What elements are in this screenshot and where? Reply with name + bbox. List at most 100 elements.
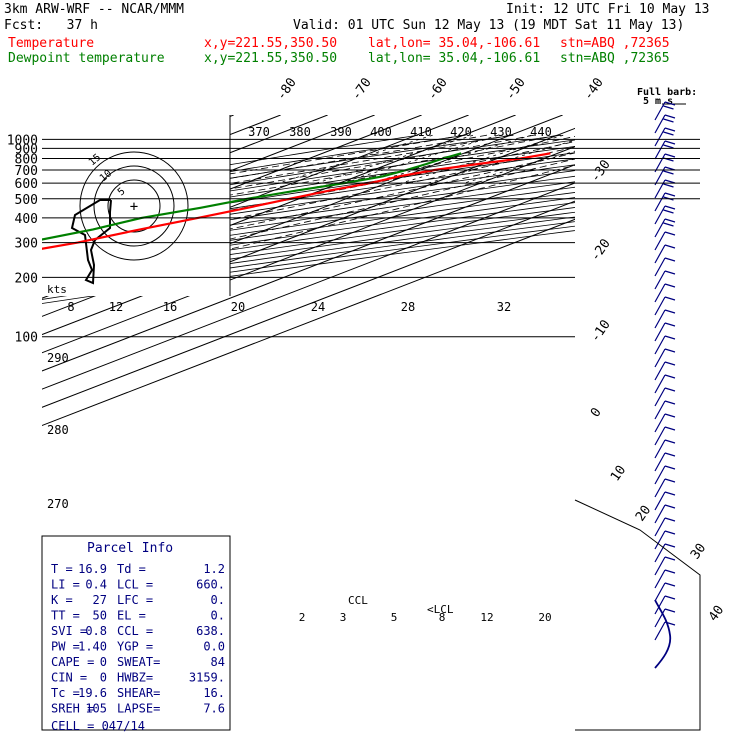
parcel-key-left: CIN = — [51, 671, 87, 685]
parcel-key-left: CAPE = — [51, 655, 94, 669]
full-barb-value: 5 m s — [643, 96, 673, 107]
dewpoint-xy: x,y=221.55,350.50 — [204, 51, 338, 66]
dry-adiabat — [42, 139, 575, 222]
dry-adiabat — [42, 230, 575, 304]
parcel-key-left: SREH = — [51, 702, 94, 716]
wind-barb — [654, 205, 676, 225]
valid-time: Valid: 01 UTC Sun 12 May 13 (19 MDT Sat … — [293, 18, 685, 33]
temperature-xy: x,y=221.55,350.50 — [204, 36, 338, 51]
wind-barb — [654, 530, 676, 550]
temperature-station: stn=ABQ ,72365 — [560, 36, 670, 51]
parcel-value-right: 660. — [196, 578, 225, 592]
dry-adiabat — [42, 175, 575, 255]
isotherm-label-top: -60 — [425, 75, 451, 103]
wind-barb-cluster — [654, 599, 672, 669]
hodograph-trace — [70, 199, 112, 285]
dry-adiabat — [42, 158, 575, 239]
pressure-label: 800 — [15, 153, 38, 168]
wind-barb — [654, 465, 676, 485]
wind-barb — [654, 270, 676, 290]
pressure-label: 100 — [15, 331, 38, 346]
wind-barb — [654, 556, 676, 576]
wind-speed-label: 32 — [497, 300, 511, 314]
parcel-key-right: CCL = — [117, 624, 153, 638]
theta-label: 400 — [370, 125, 392, 139]
wind-speed-label: 28 — [401, 300, 415, 314]
theta-label: 410 — [410, 125, 432, 139]
mixing-ratio-line — [463, 150, 575, 184]
isotherm-label-right: -30 — [588, 157, 614, 185]
dewpoint-station: stn=ABQ ,72365 — [560, 51, 670, 66]
temperature-legend: Temperature — [8, 36, 95, 51]
ccl-marker: CCL — [348, 594, 368, 607]
hodograph-ring-label: 5 — [116, 186, 128, 198]
wind-barb — [654, 400, 676, 420]
wind-barb — [654, 257, 676, 277]
parcel-key-right: LCL = — [117, 578, 153, 592]
isotherm-label-right: 0 — [588, 405, 605, 420]
parcel-value-left: 0 — [100, 655, 107, 669]
hodograph-ring — [107, 179, 161, 233]
wind-barb — [654, 101, 676, 121]
forecast-hour: Fcst: 37 h — [4, 18, 98, 33]
wind-barb — [654, 296, 676, 316]
wind-barb — [654, 140, 676, 160]
wind-barb — [654, 621, 676, 641]
wind-barb — [654, 231, 676, 251]
dewpoint-legend: Dewpoint temperature — [8, 51, 165, 66]
isotherm-label-right: 20 — [633, 503, 654, 524]
parcel-key-right: LAPSE= — [117, 702, 160, 716]
isotherm-label-top: -80 — [274, 75, 300, 103]
parcel-key-left: Tc = — [51, 686, 80, 700]
parcel-key-right: SWEAT= — [117, 655, 160, 669]
wind-barb — [654, 218, 676, 238]
theta-label-left: 290 — [47, 351, 69, 365]
wind-barb — [654, 309, 676, 329]
dry-adiabat — [42, 216, 575, 292]
init-time: Init: 12 UTC Fri 10 May 13 — [506, 2, 710, 17]
dry-adiabat — [42, 145, 575, 228]
dewpoint-latlon: lat,lon= 35.04,-106.61 — [368, 51, 541, 66]
mixing-ratio-label: 3 — [340, 611, 347, 624]
isotherm-label-right: -10 — [588, 317, 614, 345]
parcel-value-left: 50 — [93, 609, 107, 623]
moist-adiabat — [42, 134, 511, 215]
wind-speed-label: 24 — [311, 300, 325, 314]
pressure-label: 900 — [15, 142, 38, 157]
dry-adiabat — [42, 225, 575, 300]
isotherm-label-right: 40 — [706, 603, 727, 624]
theta-label: 440 — [530, 125, 552, 139]
parcel-key-right: SHEAR= — [117, 686, 160, 700]
parcel-info-title: Parcel Info — [87, 541, 173, 556]
parcel-key-left: TT = — [51, 609, 80, 623]
wind-barb — [654, 127, 676, 147]
theta-label: 390 — [330, 125, 352, 139]
wind-barb — [654, 595, 676, 615]
theta-label: 420 — [450, 125, 472, 139]
wind-barb — [654, 491, 676, 511]
hodograph-ring — [93, 165, 175, 247]
lcl-marker: <LCL — [427, 603, 454, 616]
parcel-cell: CELL = 047/14 — [51, 719, 145, 733]
hodograph-center: + — [130, 199, 138, 215]
wind-barb — [654, 348, 676, 368]
mixing-ratio-label: 2 — [299, 611, 306, 624]
full-barb-label: Full barb: — [637, 87, 697, 98]
mixing-ratio-label: 5 — [391, 611, 398, 624]
wind-barb — [654, 569, 676, 589]
pressure-label: 200 — [15, 271, 38, 286]
parcel-key-left: PW = — [51, 640, 80, 654]
theta-label: 370 — [248, 125, 270, 139]
isotherm-label-top: -40 — [581, 75, 607, 103]
parcel-value-right: 16. — [203, 686, 225, 700]
theta-label: 380 — [289, 125, 311, 139]
wind-barb — [654, 322, 676, 342]
wind-speed-label: 8 — [67, 300, 74, 314]
mixing-ratio-label: 12 — [480, 611, 493, 624]
pressure-label: 700 — [15, 164, 38, 179]
mixing-ratio-line — [277, 134, 433, 184]
parcel-key-left: SVI = — [51, 624, 87, 638]
isotherm-line — [42, 218, 575, 427]
temperature-latlon: lat,lon= 35.04,-106.61 — [368, 36, 541, 51]
